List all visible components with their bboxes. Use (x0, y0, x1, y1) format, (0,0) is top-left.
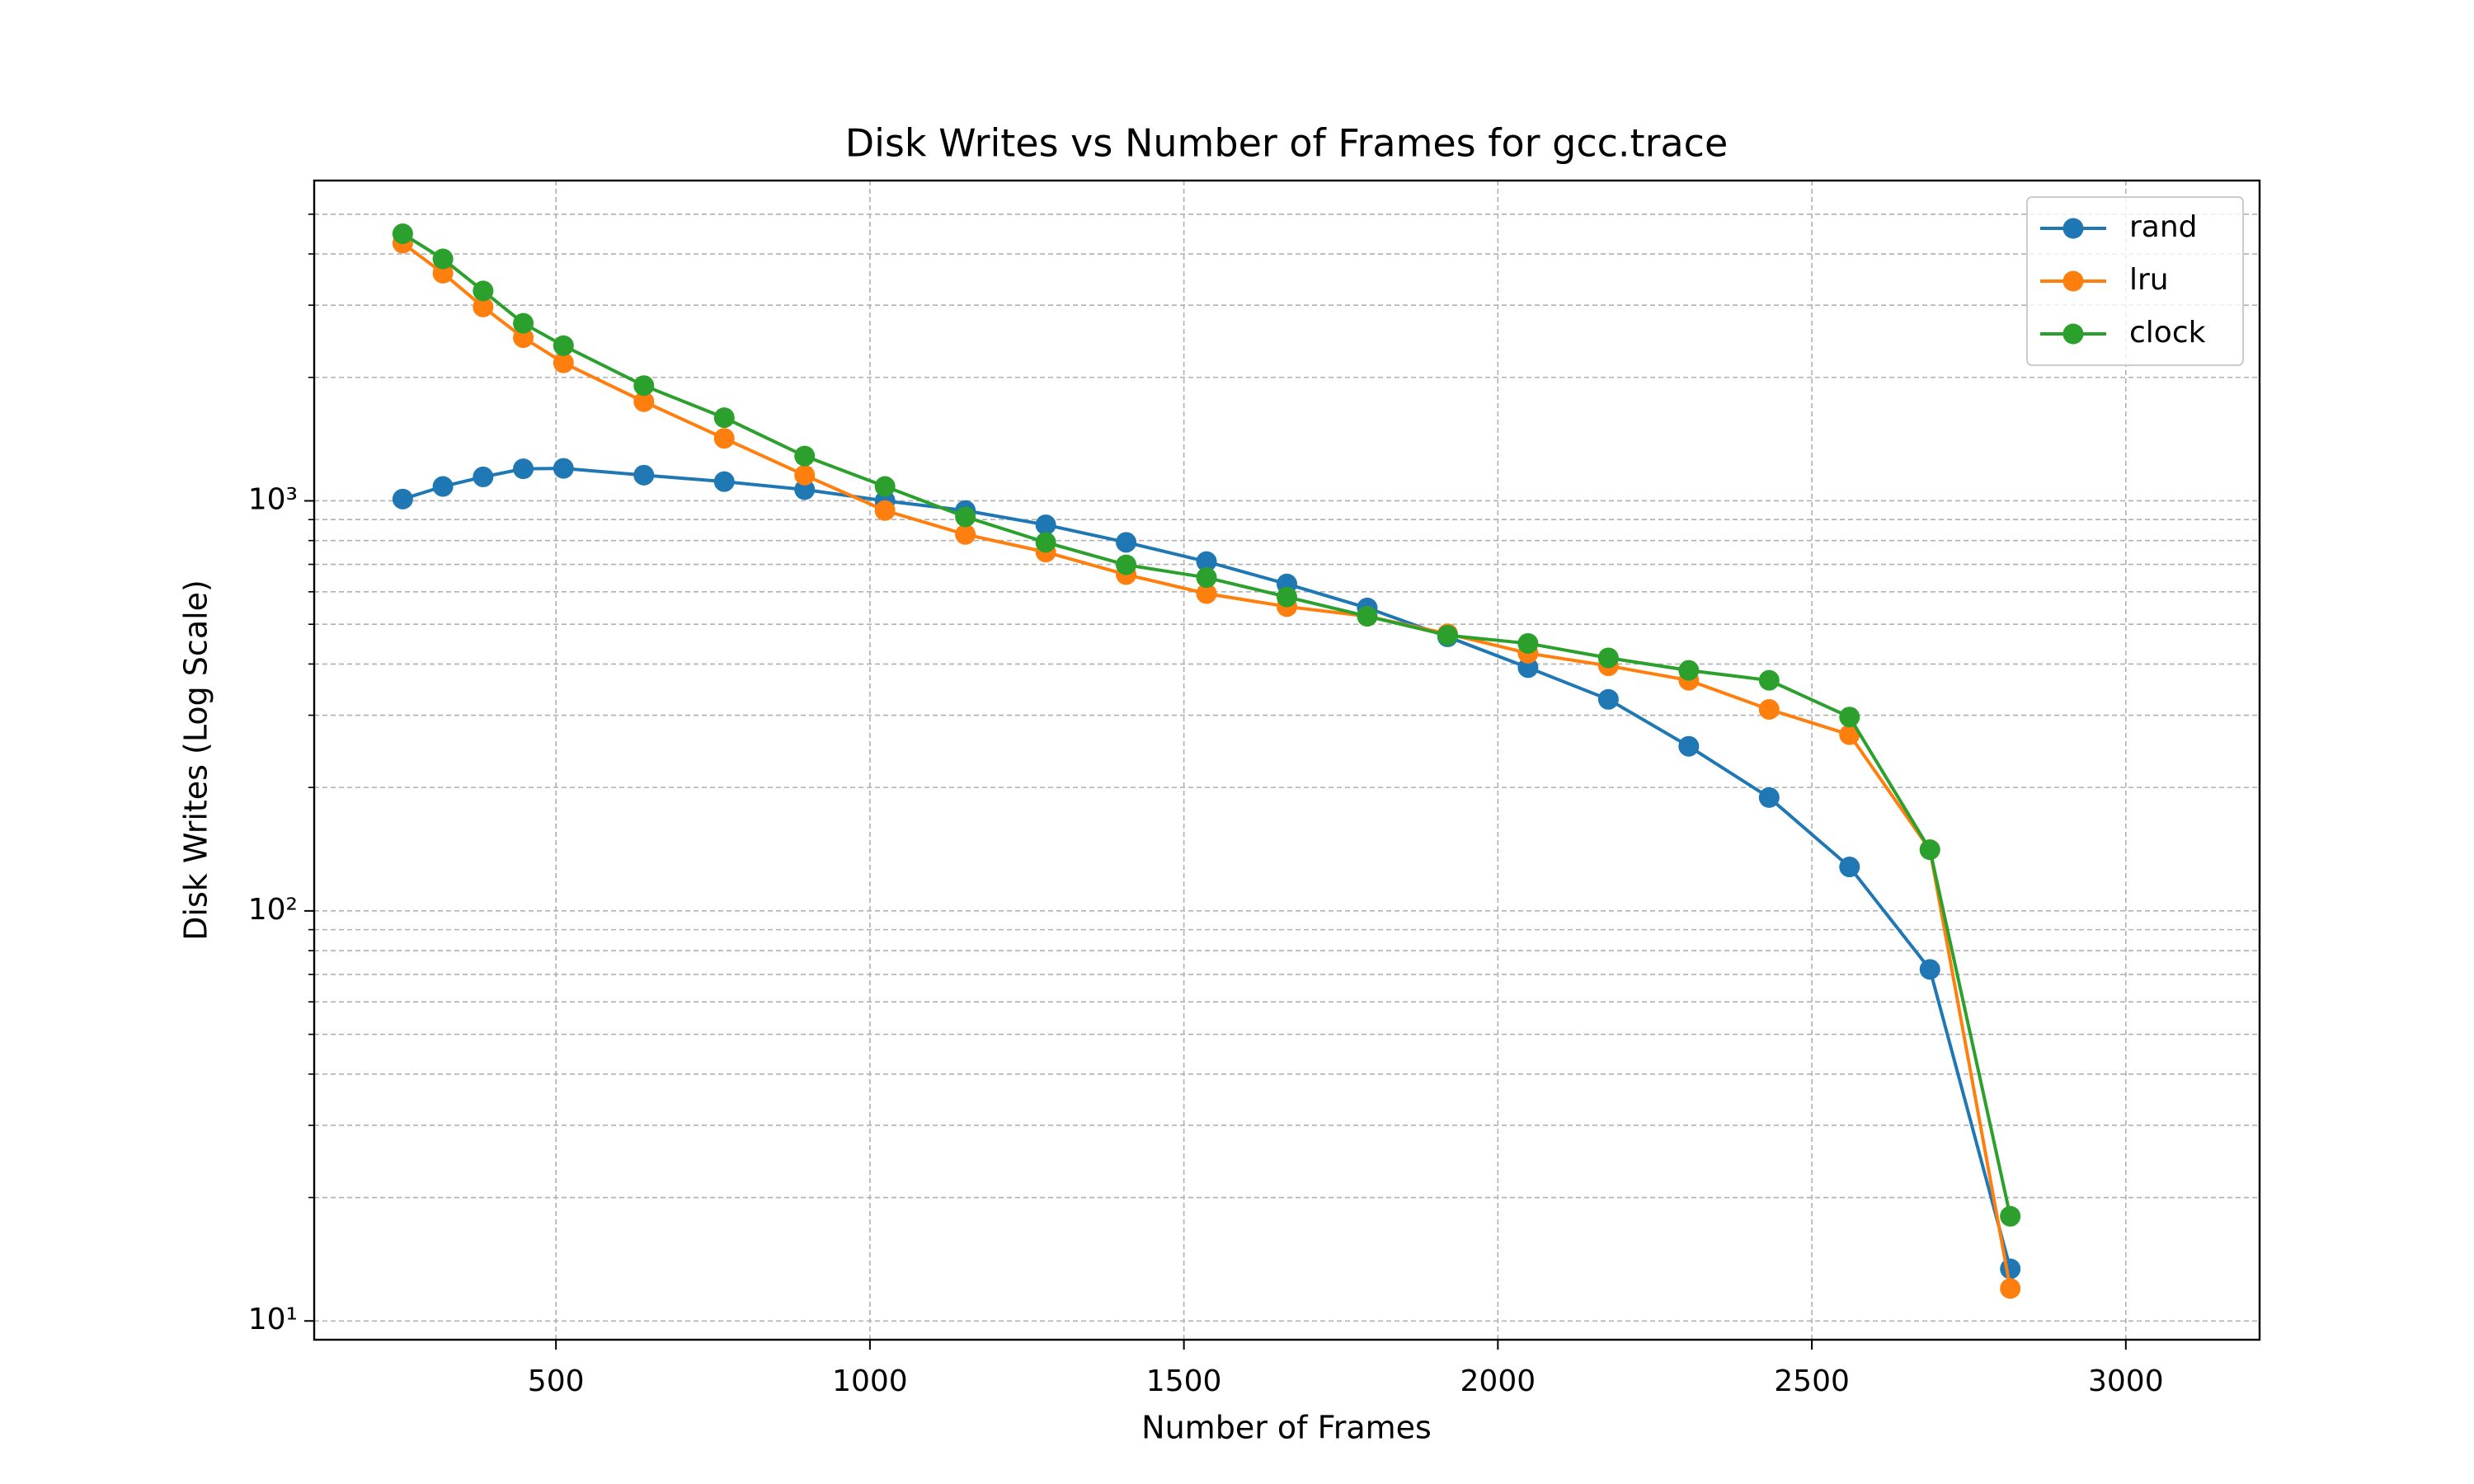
marker (1437, 625, 1458, 646)
marker (1839, 724, 1860, 745)
legend-label: lru (2129, 263, 2169, 297)
marker (713, 471, 735, 492)
marker (1196, 567, 1217, 589)
marker (1758, 787, 1780, 808)
marker (1116, 532, 1137, 553)
marker (794, 464, 816, 486)
marker (392, 488, 413, 510)
legend-marker (2062, 218, 2084, 239)
marker (1196, 551, 1217, 572)
x-tick-label: 2000 (1460, 1364, 1536, 1398)
marker (1597, 688, 1619, 710)
marker (513, 312, 534, 334)
marker (1035, 514, 1056, 536)
marker (794, 445, 816, 467)
marker (553, 335, 574, 356)
marker (955, 506, 976, 528)
marker (713, 407, 735, 429)
x-tick-label: 1500 (1146, 1364, 1222, 1398)
x-tick-label: 1000 (832, 1364, 908, 1398)
marker (513, 327, 534, 349)
marker (1035, 532, 1056, 553)
marker (633, 464, 655, 486)
marker (392, 223, 413, 245)
marker (553, 352, 574, 373)
marker (473, 466, 494, 487)
marker (1357, 605, 1378, 627)
marker (874, 476, 896, 497)
legend-box (2026, 196, 2244, 366)
marker (1758, 669, 1780, 691)
marker (1919, 839, 1940, 861)
legend-marker (2062, 323, 2084, 345)
marker (432, 262, 454, 284)
marker (432, 476, 454, 497)
marker (1277, 586, 1297, 608)
marker (473, 280, 494, 302)
x-axis-label: Number of Frames (1141, 1410, 1432, 1446)
marker (553, 458, 574, 479)
series (392, 458, 2021, 1280)
legend-label: clock (2129, 316, 2206, 350)
marker (1678, 660, 1700, 681)
marker (633, 391, 655, 412)
y-tick-label: 10¹ (248, 1303, 298, 1336)
marker (1517, 657, 1539, 679)
legend: rand lru clock (2026, 196, 2244, 366)
marker (1758, 698, 1780, 720)
marker (2000, 1205, 2021, 1227)
y-tick-label: 10³ (248, 482, 298, 516)
plot-frame (313, 179, 2261, 1341)
marker (432, 248, 454, 270)
series (392, 223, 2021, 1227)
marker (1597, 647, 1619, 669)
marker (1678, 735, 1700, 757)
marker (1196, 583, 1217, 604)
marker (1839, 857, 1860, 878)
marker (1116, 554, 1137, 575)
chart-title: Disk Writes vs Number of Frames for gcc.… (845, 121, 1729, 166)
legend-marker (2062, 270, 2084, 292)
y-axis-label: Disk Writes (Log Scale) (178, 580, 214, 941)
marker (2000, 1278, 2021, 1299)
marker (473, 296, 494, 317)
x-tick-label: 2500 (1774, 1364, 1850, 1398)
marker (794, 479, 816, 500)
marker (713, 428, 735, 449)
marker (1839, 707, 1860, 728)
x-tick-label: 500 (528, 1364, 585, 1398)
marker (633, 375, 655, 397)
x-tick-label: 3000 (2088, 1364, 2164, 1398)
marker (1517, 632, 1539, 654)
marker (2000, 1258, 2021, 1280)
y-tick-label: 10² (248, 893, 298, 927)
legend-label: rand (2129, 210, 2198, 244)
marker (513, 458, 534, 480)
marker (1919, 959, 1940, 980)
marker (955, 524, 976, 545)
marker (874, 500, 896, 521)
